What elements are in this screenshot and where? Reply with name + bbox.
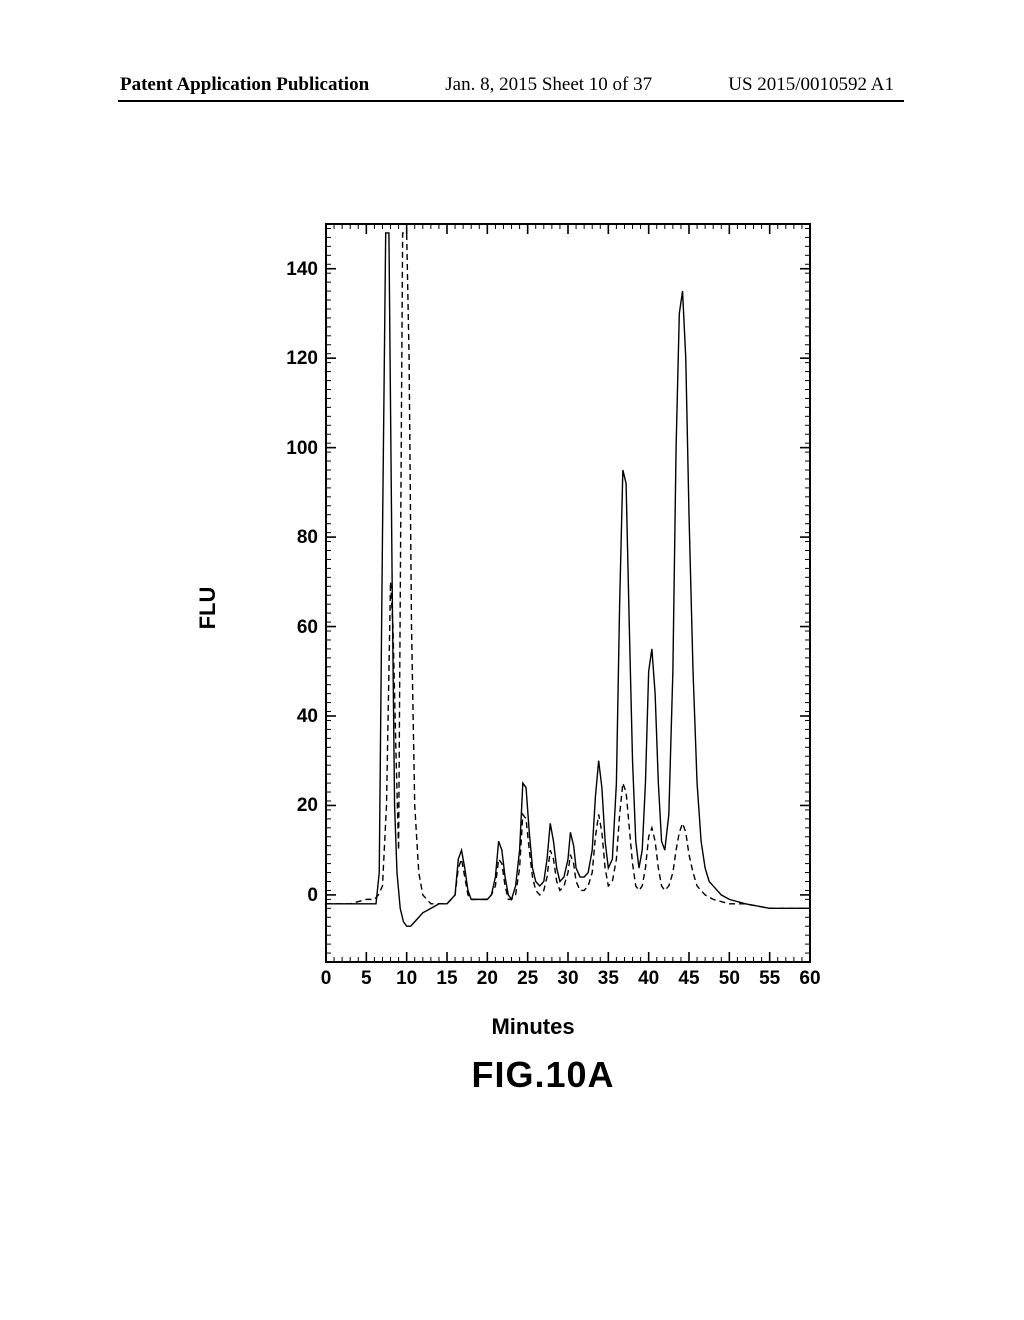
y-tick-label: 140 bbox=[286, 259, 318, 281]
y-tick-label: 40 bbox=[297, 706, 318, 728]
x-tick-label: 25 bbox=[517, 968, 538, 990]
x-tick-label: 5 bbox=[361, 968, 372, 990]
y-tick-label: 20 bbox=[297, 795, 318, 817]
x-tick-label: 45 bbox=[678, 968, 699, 990]
x-tick-label: 35 bbox=[598, 968, 619, 990]
header-left: Patent Application Publication bbox=[120, 74, 369, 96]
x-tick-label: 20 bbox=[477, 968, 498, 990]
x-tick-label: 55 bbox=[759, 968, 780, 990]
header-right: US 2015/0010592 A1 bbox=[728, 74, 894, 96]
x-tick-label: 60 bbox=[799, 968, 820, 990]
header-rule bbox=[118, 100, 904, 102]
x-tick-label: 30 bbox=[557, 968, 578, 990]
chromatogram-chart bbox=[270, 218, 816, 998]
x-axis-label: Minutes bbox=[491, 1014, 574, 1040]
x-tick-label: 0 bbox=[321, 968, 332, 990]
y-tick-label: 80 bbox=[297, 527, 318, 549]
x-tick-label: 15 bbox=[436, 968, 457, 990]
y-tick-label: 100 bbox=[286, 438, 318, 460]
x-tick-label: 50 bbox=[719, 968, 740, 990]
x-tick-label: 10 bbox=[396, 968, 417, 990]
figure-area: FLU 0 20 40 60 80 100 120 140 0 5 10 15 20 25 30 35 40 4… bbox=[178, 218, 858, 998]
header-center: Jan. 8, 2015 Sheet 10 of 37 bbox=[445, 74, 652, 96]
y-axis-label: FLU bbox=[195, 587, 221, 630]
y-tick-label: 0 bbox=[307, 885, 318, 907]
x-tick-label: 40 bbox=[638, 968, 659, 990]
page-header: Patent Application Publication Jan. 8, 2… bbox=[0, 74, 1024, 96]
trace-dashed bbox=[326, 233, 810, 908]
figure-caption: FIG.10A bbox=[471, 1054, 614, 1096]
y-tick-label: 120 bbox=[286, 348, 318, 370]
y-tick-label: 60 bbox=[297, 617, 318, 639]
